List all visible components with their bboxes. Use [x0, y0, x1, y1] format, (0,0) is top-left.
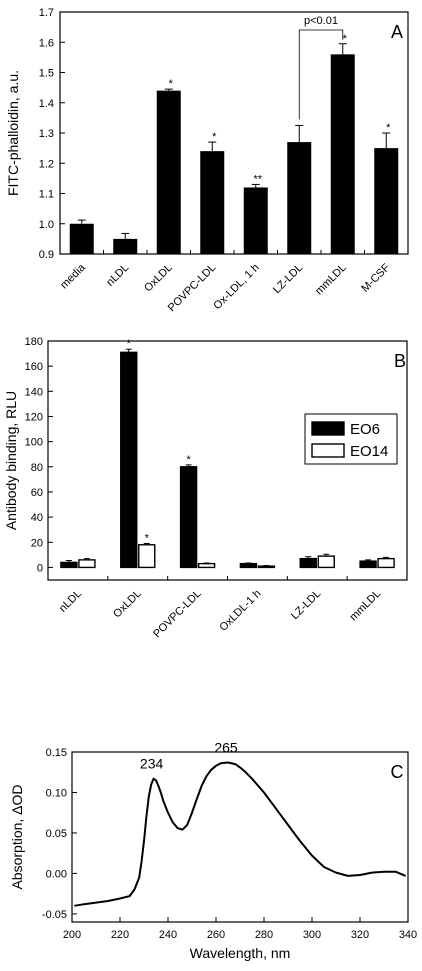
panel-b-category-label: mmLDL: [347, 588, 383, 624]
panel-a-category-label: LZ-LDL: [271, 262, 305, 296]
panel-a-category-label: M-CSF: [359, 261, 392, 294]
panel-c-x-axis-label: Wavelength, nm: [190, 945, 291, 961]
panel-b-bar-eo14: [138, 544, 156, 569]
panel-b-legend-label: EO14: [350, 443, 388, 460]
panel-a-significance-mark: *: [386, 122, 391, 134]
panel-a-y-tick-label: 1.1: [39, 189, 54, 201]
panel-c-peak-label: 234: [140, 756, 164, 772]
panel-a-y-tick-label: 1.6: [39, 37, 54, 49]
panel-a-category-label: nLDL: [104, 262, 131, 289]
panel-a-y-tick-label: 0.9: [39, 249, 54, 261]
panel-a-y-tick-label: 1.7: [39, 7, 54, 19]
panel-a-bar: [287, 142, 312, 254]
panel-a-letter: A: [391, 22, 403, 42]
panel-a-frame: [59, 11, 409, 255]
panel-b-y-tick-label: 120: [25, 411, 43, 423]
panel-b-bar-eo14: [78, 559, 96, 569]
panel-b-significance-mark: *: [186, 454, 191, 466]
panel-a-category-label: OxLDL: [142, 262, 175, 295]
panel-b-y-tick-label: 0: [37, 562, 43, 574]
panel-a-category-label: mmLDL: [313, 262, 349, 298]
panel-b-bar-eo14: [317, 555, 335, 569]
panel-b-y-tick-label: 100: [25, 437, 43, 449]
panel-c-letter: C: [391, 762, 404, 782]
panel-c-y-tick-label: 0.00: [46, 868, 67, 880]
panel-b-y-tick-label: 80: [31, 462, 43, 474]
panel-a-bar: [113, 238, 138, 254]
panel-b-bar-eo14: [197, 562, 216, 569]
panel-b-category-label: POVPC-LDL: [151, 588, 204, 641]
panel-c-x-tick-label: 300: [303, 929, 321, 941]
panel-a-bar: [200, 151, 225, 254]
panel-a-bar: [374, 148, 399, 254]
panel-b-bar-eo14: [377, 557, 395, 569]
panel-c-x-tick-label: 200: [63, 929, 81, 941]
panel-b-legend-label: EO6: [350, 421, 380, 438]
panel-b-y-tick-label: 40: [31, 512, 43, 524]
panel-a-bar: [69, 223, 94, 254]
panel-c-y-tick-label: 0.05: [46, 828, 67, 840]
panel-c-y-axis-label: Absorption, ΔOD: [9, 784, 25, 889]
panel-c-x-tick-label: 220: [111, 929, 129, 941]
panel-a-y-tick-label: 1.3: [39, 128, 54, 140]
panel-a-y-tick-label: 1.2: [39, 158, 54, 170]
panel-c-absorption-curve: [74, 761, 406, 907]
panel-a-bar: [330, 54, 355, 254]
panel-b-bar-eo6: [299, 557, 317, 569]
panel-b-y-axis-label: Antibody binding, RLU: [3, 391, 19, 530]
panel-a-y-tick-label: 1.0: [39, 219, 54, 231]
panel-b-y-tick-label: 20: [31, 537, 43, 549]
panel-a-y-tick-label: 1.5: [39, 68, 54, 80]
panel-a-y-axis-label: FITC-phalloidin, a.u.: [5, 70, 21, 196]
panel-b-bar-eo6: [239, 562, 258, 569]
panel-b-letter: B: [394, 351, 406, 371]
panel-c-x-tick-label: 320: [351, 929, 369, 941]
panel-a-bar: [243, 187, 268, 254]
panel-a-comparison-bracket: [298, 29, 344, 120]
panel-a-bar: [156, 90, 181, 255]
panel-b-y-tick-label: 140: [25, 386, 43, 398]
panel-c-y-tick-label: 0.15: [46, 747, 67, 759]
panel-c-peak-label: 265: [214, 740, 238, 756]
panel-b-y-tick-label: 60: [31, 487, 43, 499]
panel-a-category-label: Ox-LDL, 1 h: [211, 262, 261, 312]
panel-b-legend-swatch-eo6: [311, 421, 345, 436]
panel-b-y-tick-label: 180: [25, 336, 43, 348]
panel-b-significance-mark: *: [145, 533, 150, 545]
panel-b-category-label: LZ-LDL: [289, 588, 323, 622]
panel-b-category-label: OxLDL-1 h: [217, 588, 263, 634]
panel-a-significance-mark: *: [343, 33, 348, 45]
panel-b-significance-mark: *: [127, 338, 132, 350]
panel-c-frame: [71, 751, 409, 923]
panel-b-bar-eo14: [257, 565, 276, 569]
panel-b-bar-eo6: [359, 560, 377, 569]
panel-c-x-tick-label: 340: [399, 929, 417, 941]
panel-b-y-tick-label: 160: [25, 361, 43, 373]
panel-a-p-value-label: p<0.01: [304, 15, 338, 27]
panel-b-category-label: OxLDL: [111, 588, 144, 621]
panel-c-y-tick-label: 0.10: [46, 787, 67, 799]
panel-a-significance-mark: **: [253, 173, 262, 185]
panel-b-category-label: nLDL: [57, 588, 84, 615]
panel-b-legend-swatch-eo14: [311, 443, 345, 458]
panel-c-x-tick-label: 240: [159, 929, 177, 941]
panel-a-significance-mark: *: [169, 78, 174, 90]
panel-b-bar-eo6: [60, 561, 78, 569]
panel-c-x-tick-label: 280: [255, 929, 273, 941]
panel-a-significance-mark: *: [212, 131, 217, 143]
panel-a-category-label: media: [58, 261, 88, 291]
panel-c-x-tick-label: 260: [207, 929, 225, 941]
panel-b-bar-eo6: [179, 466, 198, 569]
panel-a-y-tick-label: 1.4: [39, 98, 54, 110]
panel-c-y-tick-label: -0.05: [42, 909, 67, 921]
panel-b-bar-eo6: [120, 351, 138, 569]
